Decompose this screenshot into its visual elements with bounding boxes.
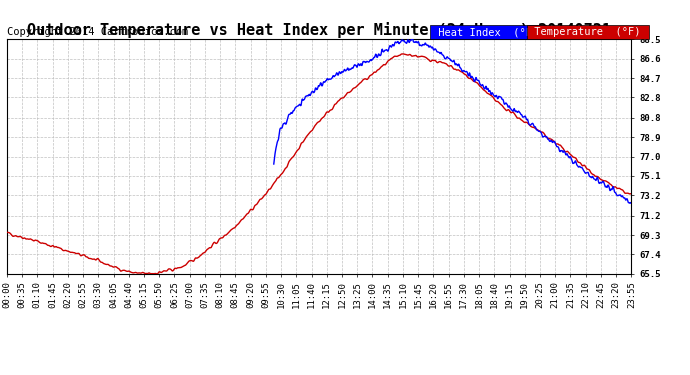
Text: Temperature  (°F): Temperature (°F) [529,27,647,37]
Text: Heat Index  (°F): Heat Index (°F) [431,27,544,37]
Title: Outdoor Temperature vs Heat Index per Minute (24 Hours) 20140721: Outdoor Temperature vs Heat Index per Mi… [27,22,611,38]
Text: Copyright 2014 Cartronics.com: Copyright 2014 Cartronics.com [7,27,188,37]
